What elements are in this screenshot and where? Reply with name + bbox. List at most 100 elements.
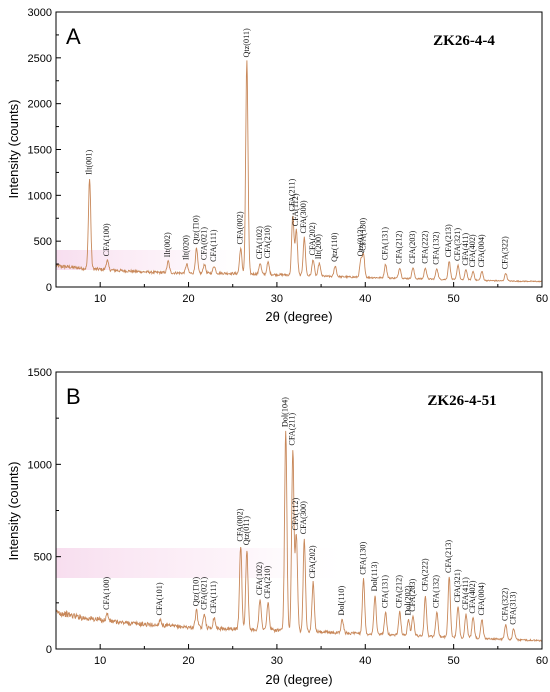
- peak-label: CFA(313): [509, 591, 518, 624]
- peak-label: CFA(112): [291, 497, 300, 530]
- peak-label: CFA(300): [299, 200, 308, 233]
- peak-label: Ilt(001): [84, 150, 93, 175]
- peak-label: Qtz(1̄10): [191, 577, 200, 607]
- peak-label: CFA(130): [358, 218, 367, 251]
- x-tick-label: 30: [271, 655, 283, 667]
- y-tick-label: 500: [34, 552, 52, 564]
- peak-label: Qtz(110): [330, 232, 339, 262]
- peak-label: Ilt(002): [163, 232, 172, 257]
- peak-label: CFA(100): [102, 223, 111, 256]
- panel-b-y-ticks: 0 500 1000 1500: [28, 367, 61, 656]
- peak-label: Dol(104): [281, 397, 290, 427]
- x-tick-label: 50: [448, 655, 460, 667]
- y-tick-label: 3000: [28, 7, 52, 19]
- peak-label: CFA(004): [477, 234, 486, 267]
- panel-b-haze: [56, 548, 356, 578]
- panel-b-x-label: 2θ (degree): [265, 672, 332, 687]
- peak-label: CFA(021): [199, 577, 208, 610]
- panel-b: CFA(100) CFA(101) Qtz(1̄10) CFA(021) CFA(111…: [6, 367, 548, 687]
- x-tick-label: 30: [271, 293, 283, 305]
- peak-label: CFA(213): [444, 540, 453, 573]
- peak-label: CFA(131): [380, 575, 389, 608]
- peak-label: Dol(202): [403, 585, 412, 615]
- y-tick-label: 0: [46, 644, 52, 656]
- peak-label: CFA(004): [477, 582, 486, 615]
- peak-label: CFA(300): [299, 501, 308, 534]
- x-tick-label: 20: [182, 655, 194, 667]
- peak-label: CFA(322): [501, 236, 510, 269]
- peak-label: CFA(411): [461, 577, 470, 610]
- panel-a-x-ticks: 10 20 30 40 50 60: [55, 282, 548, 305]
- peak-label: CFA(411): [461, 233, 470, 266]
- x-tick-label: 60: [536, 293, 548, 305]
- peak-label: CFA(211): [288, 178, 297, 211]
- x-tick-label: 10: [94, 655, 106, 667]
- panel-a: Ilt(001) CFA(100) Ilt(002) Ilt(020)Qtz(1̄10…: [6, 7, 548, 324]
- x-tick-label: 50: [448, 293, 460, 305]
- panel-a-sample: ZK26-4-4: [433, 33, 495, 49]
- x-tick-label: 40: [359, 293, 371, 305]
- y-tick-label: 2000: [28, 99, 52, 111]
- peak-label: CFA(002): [236, 211, 245, 244]
- y-tick-label: 1500: [28, 367, 52, 379]
- peak-label: CFA(212): [395, 575, 404, 608]
- peak-label: CFA(322): [501, 588, 510, 621]
- peak-label: CFA(321): [453, 569, 462, 602]
- peak-label: Dol(113): [370, 561, 379, 591]
- peak-label: CFA(213): [444, 224, 453, 257]
- peak-label: CFA(002): [236, 508, 245, 541]
- panel-b-trace: [55, 430, 543, 642]
- peak-label: Qtz(011): [242, 28, 251, 58]
- x-tick-label: 20: [182, 293, 194, 305]
- panel-a-y-ticks: 0 500 1000 1500 2000 2500 3000: [28, 7, 61, 294]
- peak-label: Ilt(020): [182, 235, 191, 260]
- peak-label: CFA(402): [468, 580, 477, 613]
- x-tick-label: 10: [94, 293, 106, 305]
- peak-label: CFA(211): [288, 413, 297, 446]
- panel-a-x-label: 2θ (degree): [265, 309, 332, 324]
- y-tick-label: 500: [34, 236, 52, 248]
- peak-label: CFA(021): [199, 227, 208, 260]
- y-tick-label: 1000: [28, 190, 52, 202]
- panel-a-trace: [55, 60, 543, 283]
- peak-label: Ilt(200): [314, 234, 323, 259]
- panel-b-y-label: Intensity (counts): [6, 462, 21, 561]
- peak-label: CFA(212): [395, 230, 404, 263]
- peak-label: CFA(222): [420, 230, 429, 263]
- y-tick-label: 2500: [28, 53, 52, 65]
- peak-label: Dol(110): [337, 586, 346, 616]
- peak-label: CFA(321): [453, 228, 462, 261]
- peak-label: CFA(222): [420, 558, 429, 591]
- peak-label: CFA(132): [432, 231, 441, 264]
- peak-label: CFA(131): [380, 227, 389, 260]
- peak-label: Qtz(011): [242, 516, 251, 546]
- peak-label: CFA(100): [102, 577, 111, 610]
- peak-label: CFA(111): [209, 581, 218, 614]
- y-tick-label: 1500: [28, 145, 52, 157]
- peak-label: CFA(203): [408, 578, 417, 611]
- peak-label: Qtz(012): [356, 227, 365, 257]
- peak-label: CFA(402): [468, 234, 477, 267]
- peak-label: CFA(102): [255, 226, 264, 259]
- panel-a-letter: A: [66, 24, 81, 49]
- panel-a-series-line: [55, 60, 543, 283]
- y-tick-label: 1000: [28, 459, 52, 471]
- peak-label: CFA(102): [255, 562, 264, 595]
- peak-label: Qtz(1̄10): [191, 215, 200, 245]
- panel-a-peak-labels: Ilt(001) CFA(100) Ilt(002) Ilt(020)Qtz(1̄10…: [84, 28, 509, 269]
- peak-label: CFA(112): [291, 193, 300, 226]
- peak-label: CFA(202): [308, 545, 317, 578]
- peak-label: CFA(210): [263, 225, 272, 258]
- panel-b-sample: ZK26-4-51: [427, 393, 496, 409]
- peak-label: CFA(202): [308, 222, 317, 255]
- peak-label: CFA(210): [263, 565, 272, 598]
- peak-label: CFA(101): [155, 582, 164, 615]
- panel-b-series-line: [55, 430, 543, 642]
- x-tick-label: 40: [359, 655, 371, 667]
- peak-label: CFA(130): [358, 541, 367, 574]
- panel-a-y-label: Intensity (counts): [6, 100, 21, 199]
- y-tick-label: 0: [46, 282, 52, 294]
- panel-b-peak-labels: CFA(100) CFA(101) Qtz(1̄10) CFA(021) CFA(111…: [102, 397, 517, 625]
- panel-b-letter: B: [66, 384, 81, 409]
